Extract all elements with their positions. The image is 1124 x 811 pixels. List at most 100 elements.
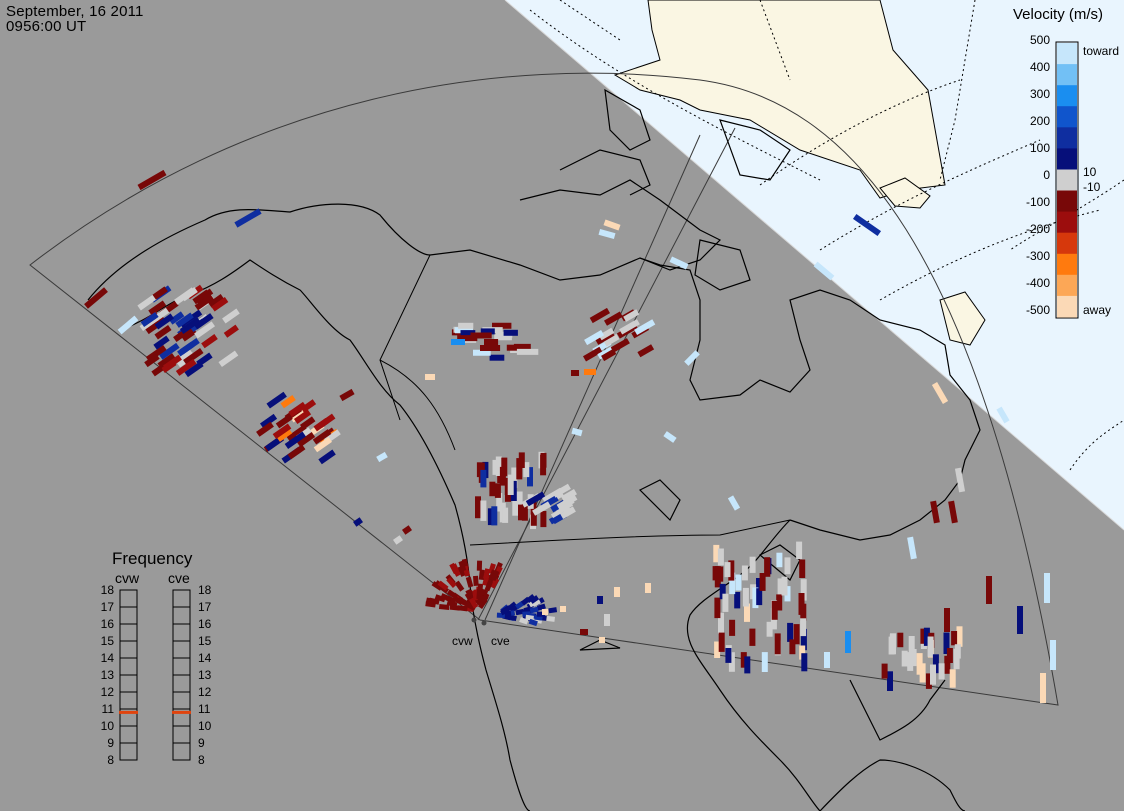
echo-cell	[313, 436, 333, 453]
frequency-tick-label-cvw: 12	[100, 685, 114, 699]
echo-cell	[454, 580, 465, 592]
frequency-tick-label-cvw: 18	[100, 583, 114, 597]
echo-cell	[218, 350, 239, 368]
echo-cell	[293, 409, 312, 424]
echo-cell	[194, 321, 216, 339]
echo-cell	[603, 333, 620, 347]
echo-cell	[669, 256, 689, 270]
echo-cell	[996, 406, 1010, 424]
echo-cell	[490, 577, 500, 589]
echo-cell	[276, 428, 293, 442]
echo-cell	[434, 594, 446, 603]
echo-cell	[519, 617, 529, 625]
echo-cell	[560, 506, 576, 519]
backscatter-echoes	[84, 169, 1056, 703]
echo-cell	[478, 569, 485, 581]
echo-cell	[392, 535, 404, 545]
velocity-scale-title: Velocity (m/s)	[1013, 6, 1104, 23]
iceland-landmass	[879, 177, 931, 209]
echo-cell	[428, 597, 440, 605]
echo-cell	[556, 494, 578, 510]
velocity-tick: -100	[1025, 195, 1050, 209]
echo-cell	[201, 334, 218, 349]
site-cvw-marker	[471, 617, 477, 623]
echo-cell	[619, 319, 640, 335]
echo-cell	[137, 169, 167, 191]
frequency-tick-label-cve: 11	[198, 702, 211, 716]
echo-cell	[318, 449, 336, 465]
frequency-tick-label-cve: 9	[198, 736, 205, 750]
echo-cell	[437, 580, 449, 591]
echo-cell	[584, 330, 605, 346]
echo-cell	[168, 311, 185, 325]
echo-cell	[548, 607, 558, 614]
velocity-colorbar-cell	[1057, 106, 1077, 128]
frequency-gauge-cve	[172, 589, 191, 761]
echo-cell	[476, 594, 484, 606]
echo-cell	[458, 560, 467, 572]
echo-cell	[852, 213, 882, 237]
echo-cell	[948, 500, 958, 524]
coastlines	[87, 88, 981, 811]
velocity-tick: -400	[1025, 276, 1050, 290]
echo-cell	[175, 358, 197, 376]
frequency-tick-label-cve: 14	[198, 651, 212, 665]
echo-cell	[930, 500, 940, 524]
echo-cell	[582, 346, 603, 362]
frequency-tick-label-cve: 13	[198, 668, 212, 682]
echo-cell	[266, 391, 287, 409]
echo-cell	[175, 312, 194, 328]
echo-cell	[148, 300, 167, 316]
echo-cell	[192, 289, 210, 305]
echo-cell	[598, 327, 615, 341]
echo-cell	[603, 219, 621, 231]
radar-sites	[471, 617, 487, 626]
echo-cell	[84, 287, 108, 309]
frequency-gauges	[119, 589, 191, 761]
frequency-tick-label-cve: 15	[198, 634, 212, 648]
echo-cell	[561, 489, 577, 502]
echo-cell	[256, 421, 274, 437]
velocity-colorbar-cell	[1057, 274, 1077, 297]
frequency-tick-label-cve: 8	[198, 753, 205, 767]
frequency-marker	[172, 710, 191, 714]
echo-cell	[117, 315, 139, 335]
field-of-view-outline	[29, 72, 1059, 706]
echo-cell	[457, 605, 468, 612]
frequency-tick-label-cvw: 15	[100, 634, 114, 648]
frequency-tick-label-cve: 10	[198, 719, 212, 733]
echo-cell	[623, 309, 640, 322]
echo-cell	[532, 501, 552, 516]
echo-cell	[339, 388, 355, 402]
echo-cell	[194, 294, 214, 311]
velocity-colorbar-cell	[1057, 253, 1077, 276]
echo-cell	[438, 604, 450, 610]
velocity-colorbar-cell	[1057, 211, 1077, 234]
echo-cell	[571, 427, 583, 437]
echo-cell	[536, 603, 546, 611]
echo-cell	[173, 287, 196, 305]
velocity-colorbar-cell	[1057, 232, 1077, 255]
echo-cell	[299, 416, 316, 430]
frequency-radar-cve-label: cve	[168, 570, 190, 586]
echo-cell	[193, 313, 214, 330]
echo-cell	[296, 432, 316, 448]
echo-cell	[284, 431, 306, 449]
velocity-tick: 400	[1029, 60, 1050, 74]
velocity-inner-neg-label: -10	[1083, 180, 1101, 194]
echo-cell	[179, 337, 200, 355]
velocity-colorbar-cell	[1057, 127, 1077, 149]
echo-cell	[184, 361, 204, 378]
echo-cell	[446, 599, 458, 608]
echo-cell	[288, 401, 307, 417]
velocity-colorbar	[1055, 41, 1079, 319]
echo-cell	[145, 344, 167, 362]
echo-cell	[468, 597, 479, 609]
frequency-tick-label-cve: 17	[198, 600, 212, 614]
echo-cell	[208, 294, 225, 308]
echo-cell	[446, 577, 457, 588]
frequency-tick-label-cvw: 13	[100, 668, 114, 682]
frequency-tick-label-cvw: 14	[100, 651, 114, 665]
velocity-colorbar-cell	[1057, 169, 1077, 192]
